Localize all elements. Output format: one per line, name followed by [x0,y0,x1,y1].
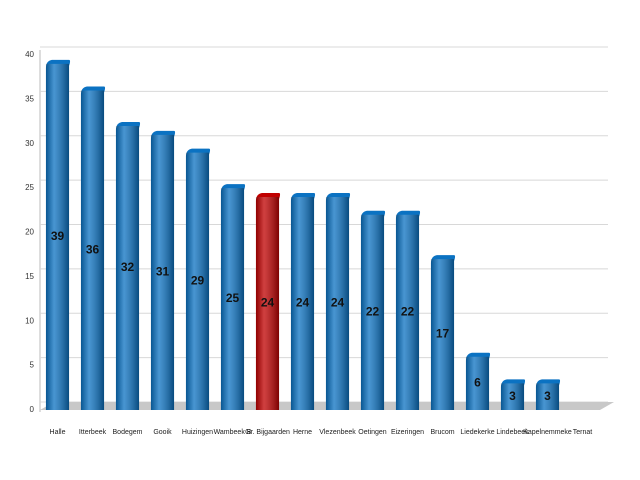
value-label: 31 [156,265,170,279]
value-label: 24 [296,296,310,310]
x-tick-label: Liedekerke [460,429,494,436]
bar-shade [430,259,455,410]
y-tick-label: 35 [25,94,34,103]
x-tick-label: Kapelnemmeke [523,429,572,436]
x-tick-label: Eizeringen [391,429,424,436]
bar-shade [255,197,280,410]
y-tick-label: 25 [25,183,34,192]
value-label: 24 [261,296,275,310]
x-tick-label: Vlezenbeek [319,429,356,436]
value-label: 24 [331,296,345,310]
value-label: 36 [86,242,100,256]
y-tick-label: 5 [30,361,35,370]
y-tick-label: 20 [25,228,34,237]
y-tick-label: 15 [25,272,34,281]
x-tick-label: Itterbeek [79,429,107,436]
x-tick-label: Huizingen [182,429,213,436]
value-label: 22 [401,305,415,319]
value-label: 17 [436,327,450,341]
x-tick-label: Ternat [573,429,593,436]
value-label: 39 [51,229,65,243]
bar-shade [220,188,245,410]
bar-shade [115,126,140,410]
bar-shade [45,63,70,410]
y-tick-label: 30 [25,139,34,148]
bar-shade [465,356,490,410]
x-tick-label: Herne [293,429,312,436]
value-label: 29 [191,273,205,287]
value-label: 22 [366,305,380,319]
x-tick-label: Gr. Bijgaarden [245,429,290,436]
x-tick-label: Gooik [153,429,172,436]
x-tick-label: Lindebeek [496,429,529,436]
bar-shade [290,197,315,410]
bar-shade [395,214,420,410]
y-tick-label: 0 [30,405,35,414]
value-label: 32 [121,260,135,274]
x-tick-label: Wambeek B [214,429,252,436]
bar-shade [360,214,385,410]
bar-shade [535,383,560,410]
x-tick-label: Brucom [430,429,454,436]
value-label: 3 [544,389,551,403]
y-tick-label: 10 [25,316,34,325]
x-tick-label: Halle [50,429,66,436]
value-label: 6 [474,376,481,390]
value-label: 25 [226,291,240,305]
bar-shade [150,134,175,410]
y-tick-label: 40 [25,50,34,59]
bar-shade [80,90,105,410]
x-tick-label: Oetingen [358,429,387,436]
bar-shade [325,197,350,410]
value-label: 3 [509,389,516,403]
bar-shade [185,152,210,410]
x-tick-label: Bodegem [113,429,143,436]
bar-shade [500,383,525,410]
